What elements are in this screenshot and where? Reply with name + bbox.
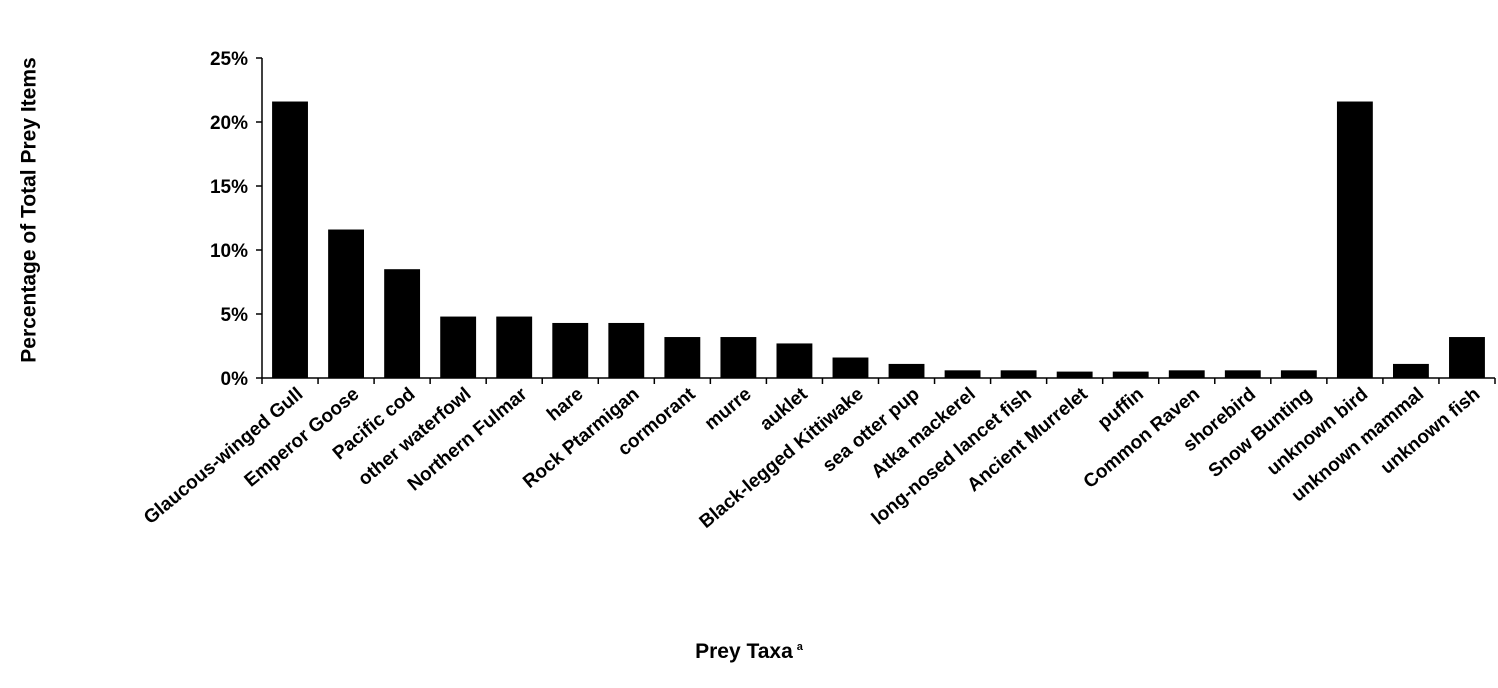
bar — [1449, 337, 1485, 378]
bar — [552, 322, 589, 378]
x-axis-title-text: Prey Taxa — [695, 640, 793, 663]
bar — [328, 229, 365, 378]
x-tick-label: murre — [701, 384, 756, 435]
x-tick-label: unknown fish — [1377, 384, 1484, 479]
bar — [776, 343, 813, 378]
x-tick-label: hare — [543, 384, 587, 426]
y-axis-title: Percentage of Total Prey Items — [10, 20, 50, 400]
bar — [1168, 370, 1205, 378]
bar — [1112, 371, 1149, 378]
y-tick-label: 15% — [210, 177, 248, 198]
x-axis-title: Prey Taxa a — [0, 640, 1498, 664]
y-tick-label: 0% — [221, 369, 249, 390]
bar — [272, 101, 308, 379]
y-axis-title-text: Percentage of Total Prey Items — [18, 57, 42, 363]
bar — [664, 337, 701, 378]
bars-group — [272, 101, 1485, 379]
bar — [384, 269, 421, 378]
bar — [944, 370, 981, 378]
bar — [1056, 371, 1093, 378]
x-axis-title-footnote: a — [796, 641, 803, 653]
y-tick-label: 25% — [210, 49, 248, 70]
bar — [832, 357, 869, 378]
bar — [1336, 101, 1373, 379]
bar — [1000, 370, 1037, 378]
bar — [888, 363, 925, 378]
bar — [496, 316, 533, 378]
y-tick-label: 5% — [221, 305, 249, 326]
y-tick-label: 10% — [210, 241, 248, 262]
bar — [440, 316, 477, 378]
bar — [720, 337, 757, 378]
bar — [1224, 370, 1261, 378]
bar — [1280, 370, 1317, 378]
y-tick-label: 20% — [210, 113, 248, 134]
bar — [1392, 363, 1429, 378]
bar — [608, 322, 645, 378]
y-tick-labels: 0% 5% 10% 15% 20% 25% — [210, 49, 248, 390]
